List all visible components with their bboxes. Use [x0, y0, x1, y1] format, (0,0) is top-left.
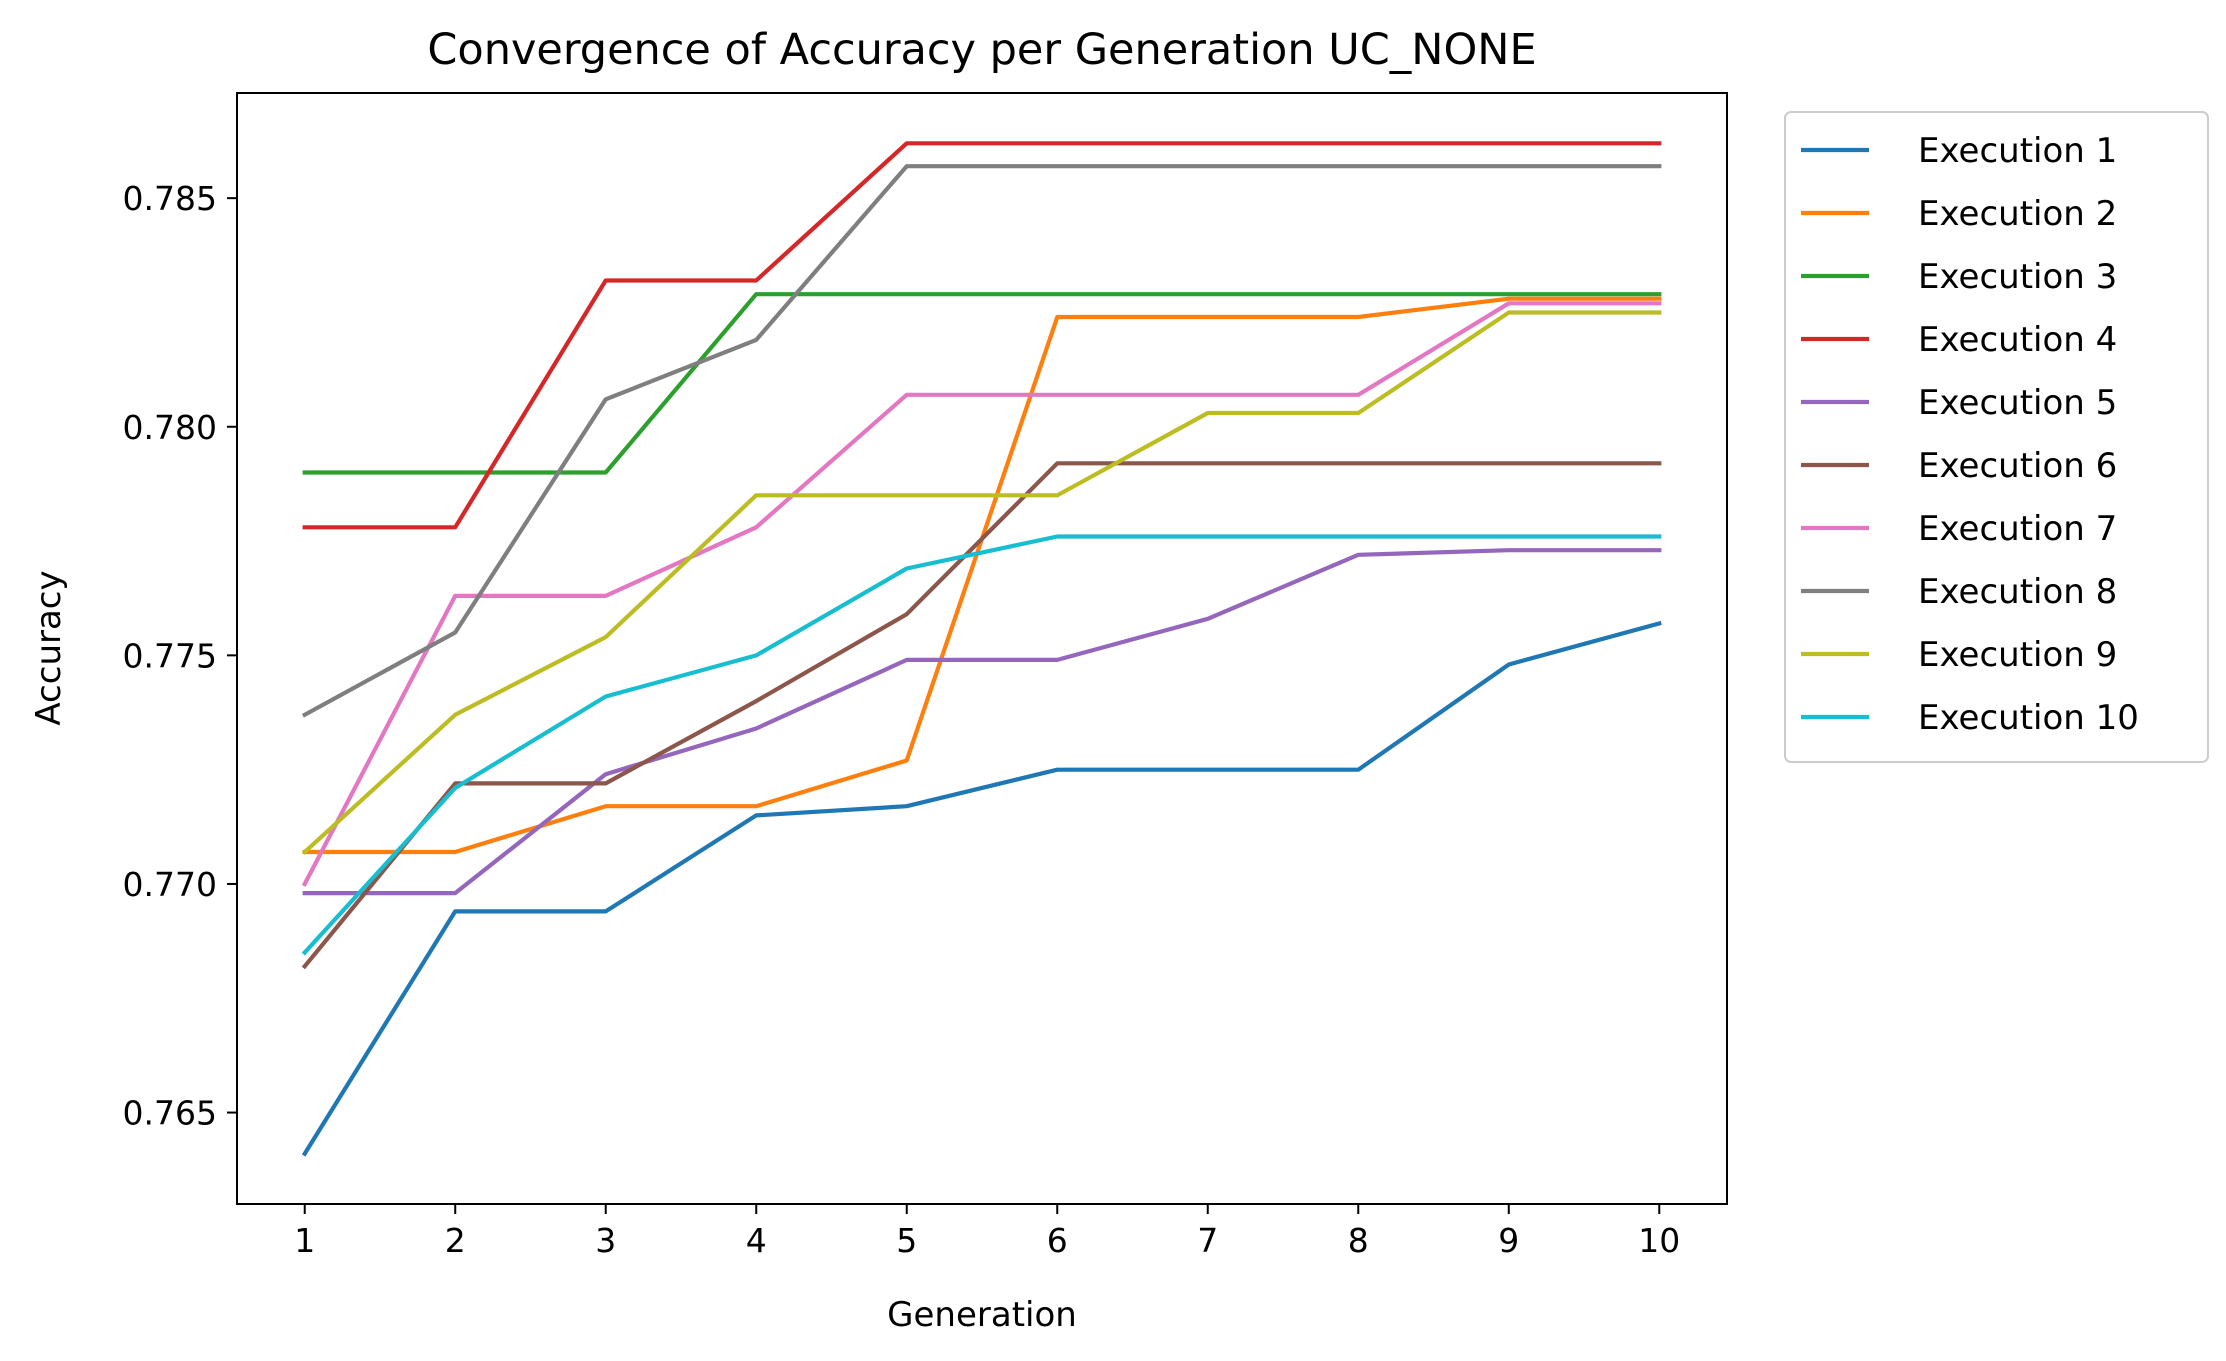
plot-frame	[236, 92, 1728, 1205]
series-line-execution-8	[301, 164, 1662, 718]
legend-label-execution-10: Execution 10	[1918, 698, 2139, 738]
legend: Execution 1 Execution 2 Execution 3 Executi…	[1784, 111, 2209, 763]
series-line-execution-9	[301, 310, 1662, 855]
legend-label-execution-7: Execution 7	[1918, 509, 2117, 549]
chart-title: Convergence of Accuracy per Generation U…	[427, 25, 1536, 75]
x-tick-label: 9	[1498, 1221, 1519, 1260]
series-line-execution-7	[301, 301, 1662, 887]
plot-area	[236, 92, 1728, 1205]
legend-label-execution-1: Execution 1	[1918, 131, 2117, 171]
x-tick-label: 10	[1638, 1221, 1680, 1260]
x-tick-label: 4	[746, 1221, 767, 1260]
legend-label-execution-2: Execution 2	[1918, 194, 2117, 234]
x-tick-label: 2	[445, 1221, 466, 1260]
x-tick-label: 5	[896, 1221, 917, 1260]
x-tick-label: 6	[1047, 1221, 1068, 1260]
legend-label-execution-9: Execution 9	[1918, 635, 2117, 675]
x-axis-label: Generation	[887, 1295, 1077, 1335]
x-tick-label: 1	[294, 1221, 315, 1260]
y-tick-label: 0.765	[123, 1094, 217, 1133]
series-line-execution-5	[302, 548, 1662, 896]
legend-label-execution-4: Execution 4	[1918, 320, 2117, 360]
x-axis: 1 2 3 4 5 6 7 8 9 10	[294, 1204, 1680, 1260]
y-tick-label: 0.775	[123, 636, 217, 675]
y-tick-label: 0.785	[123, 179, 217, 218]
series-line-execution-4	[302, 141, 1662, 530]
legend-box	[1784, 111, 2209, 763]
legend-label-execution-6: Execution 6	[1918, 446, 2117, 486]
series-line-execution-6	[301, 461, 1662, 970]
series-line-execution-1	[301, 620, 1662, 1157]
y-axis: 0.765 0.770 0.775 0.780 0.785	[123, 179, 237, 1133]
series-line-execution-10	[301, 534, 1662, 956]
x-tick-label: 8	[1348, 1221, 1369, 1260]
y-axis-label: Accuracy	[29, 570, 69, 725]
legend-label-execution-3: Execution 3	[1918, 257, 2117, 297]
legend-label-execution-8: Execution 8	[1918, 572, 2117, 612]
series-line-execution-3	[302, 292, 1662, 475]
x-tick-label: 3	[595, 1221, 616, 1260]
y-tick-label: 0.770	[123, 865, 217, 904]
legend-label-execution-5: Execution 5	[1918, 383, 2117, 423]
y-tick-label: 0.780	[123, 408, 217, 447]
x-tick-label: 7	[1197, 1221, 1218, 1260]
